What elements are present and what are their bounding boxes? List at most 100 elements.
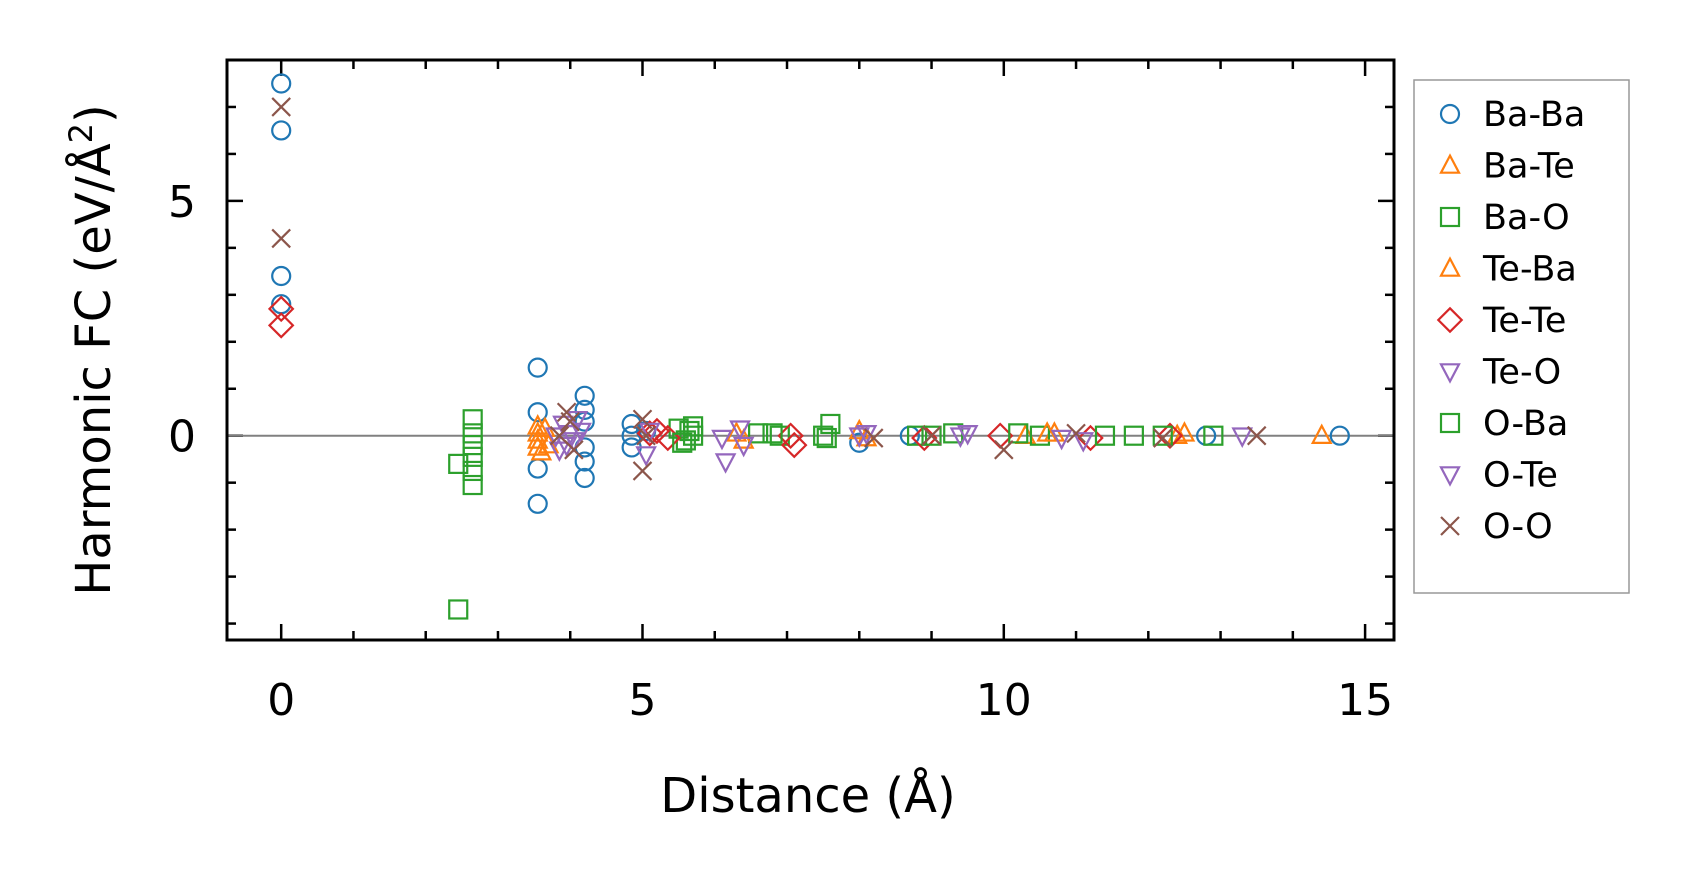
series-te-o [552,415,1254,474]
point-o-o [863,428,884,448]
legend-label-te-o: Te-O [1482,353,1561,393]
axis-ticks [227,60,1394,640]
point-ba-te [526,421,549,442]
legend-label-ba-o: Ba-O [1483,198,1570,238]
y-axis-label-end: ) [66,104,122,123]
point-te-ba [537,432,560,454]
point-ba-o [448,453,469,474]
point-te-o [714,453,737,474]
point-ba-o [813,425,834,446]
point-ba-o [1123,425,1144,446]
point-o-o [271,97,291,117]
y-axis-label: Harmonic FC (eV/Å2) [62,104,122,596]
point-ba-o [820,413,841,435]
point-o-te [548,441,571,463]
series-te-te [267,295,1184,459]
point-o-ba [921,425,942,446]
point-o-ba [1094,425,1116,446]
point-te-o [638,422,661,444]
point-ba-o [462,435,483,456]
y-tick-label: 5 [168,177,196,228]
point-o-o [1246,425,1267,446]
legend-marker-ba-te [1439,153,1461,174]
point-ba-o [679,420,700,442]
x-tick-label: 10 [976,675,1032,726]
plot-frame [225,58,1396,642]
point-te-o [635,446,657,467]
point-ba-ba [527,493,548,514]
x-tick-label: 0 [267,675,295,726]
point-o-o [1152,428,1173,448]
y-tick-label: 0 [168,412,196,463]
point-te-ba [530,439,553,461]
point-o-ba [682,416,704,437]
point-o-o [636,425,656,446]
point-ba-te [848,418,871,440]
point-ba-ba [574,399,595,420]
point-ba-ba [574,385,595,406]
point-ba-ba [271,120,292,141]
point-ba-te [534,416,556,437]
point-te-o [1050,429,1073,451]
point-te-ba [1036,421,1058,442]
x-tick-label: 5 [628,675,656,726]
legend-marker-o-ba [1439,412,1461,434]
point-te-te [636,420,663,447]
point-ba-o [906,425,928,446]
legend-marker-ba-o [1439,206,1461,228]
point-o-te [566,410,589,432]
point-ba-o [462,423,483,444]
point-o-o [271,228,291,249]
point-ba-o [748,423,769,444]
y-axis-label-main: Harmonic FC (eV/Å [65,143,122,596]
legend-label-te-ba: Te-Ba [1482,250,1577,290]
point-ba-o [462,409,483,430]
point-ba-ba [271,265,292,287]
point-te-te [1156,422,1184,449]
point-te-te [777,422,804,449]
legend-label-ba-ba: Ba-Ba [1483,95,1585,135]
point-ba-ba [271,73,292,94]
legend-marker-te-te [1436,306,1464,334]
legend-marker-te-ba [1439,256,1461,277]
point-o-o [921,425,942,446]
point-ba-ba [1329,425,1350,446]
legend: Ba-Ba Ba-Te Ba-O Te-Ba Te-Te Te-O O-Ba O-Te O-O [1413,79,1630,594]
point-o-o [1066,423,1086,444]
series-o-ba [672,416,1173,453]
point-o-o [564,440,584,460]
point-ba-o [448,599,469,620]
point-o-te [732,436,755,458]
point-o-o [632,409,653,430]
point-o-ba [1008,423,1029,444]
legend-label-o-ba: O-Ba [1483,404,1568,444]
point-ba-o [462,474,483,496]
point-o-ba [1152,425,1173,446]
point-o-ba [816,427,837,449]
legend-label-o-o: O-O [1483,507,1553,547]
legend-marker-te-o [1439,363,1461,384]
point-ba-o [769,425,790,446]
legend-box [1413,79,1630,594]
point-ba-o [462,460,483,482]
point-te-te [780,431,808,459]
point-o-ba [762,423,783,444]
point-ba-ba [574,451,595,472]
point-o-o [560,411,581,432]
point-ba-ba [527,357,548,378]
legend-marker-ba-ba [1439,103,1461,125]
x-axis-label: Distance (Å) [660,767,955,824]
point-o-te [956,425,979,446]
point-ba-ba [574,467,595,489]
point-te-o [729,420,751,441]
legend-label-te-te: Te-Te [1482,301,1566,341]
point-o-ba [672,432,693,453]
legend-items: Ba-Ba Ba-Te Ba-O Te-Ba Te-Te Te-O O-Ba O-Te O-O [1436,95,1585,547]
point-te-te [267,312,295,339]
data-points [267,73,1350,620]
tick-labels: 0 5 10 15 0 5 [168,177,1393,726]
y-axis-label-superscript: 2 [62,123,100,143]
point-ba-o [462,446,483,467]
point-o-te [1072,432,1095,453]
